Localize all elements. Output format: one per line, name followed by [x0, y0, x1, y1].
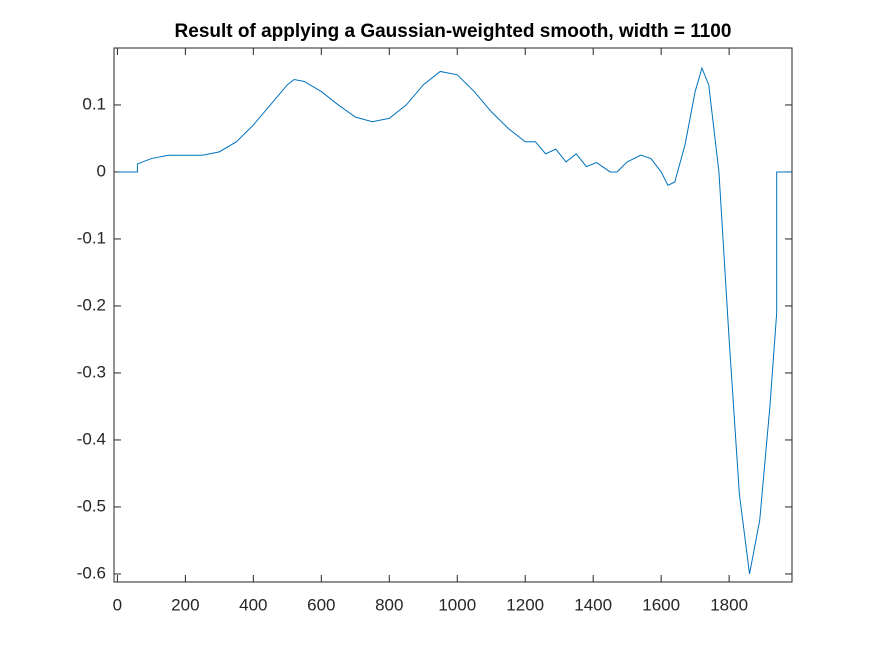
axes-box [113, 47, 793, 583]
y-tick-label: -0.3 [77, 362, 106, 381]
x-tick-label: 400 [239, 595, 267, 614]
x-tick-label: 1400 [574, 595, 612, 614]
x-tick-label: 200 [171, 595, 199, 614]
y-tick-label: -0.6 [77, 563, 106, 582]
x-tick-label: 1800 [710, 595, 748, 614]
x-tick-label: 600 [307, 595, 335, 614]
x-tick-label: 1600 [642, 595, 680, 614]
y-tick-label: -0.4 [77, 429, 106, 448]
x-tick-label: 0 [113, 595, 122, 614]
data-line [117, 66, 792, 575]
y-tick-label: 0.1 [82, 94, 106, 113]
y-tick-label: -0.1 [77, 228, 106, 247]
chart-title: Result of applying a Gaussian-weighted s… [175, 21, 732, 42]
y-tick-label: 0 [97, 161, 106, 180]
y-tick-label: -0.5 [77, 496, 106, 515]
y-tick-label: -0.2 [77, 295, 106, 314]
x-tick-label: 1000 [438, 595, 476, 614]
x-tick-label: 800 [375, 595, 403, 614]
x-tick-label: 1200 [506, 595, 544, 614]
